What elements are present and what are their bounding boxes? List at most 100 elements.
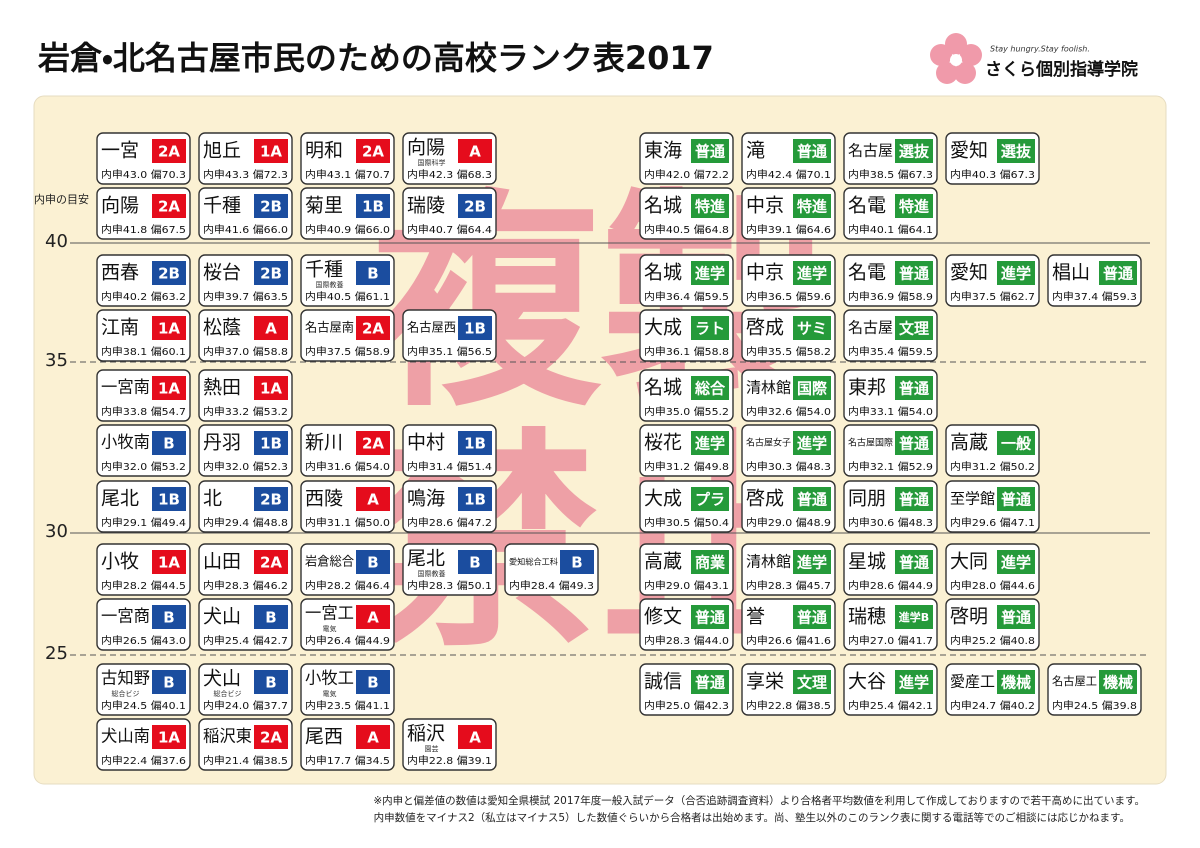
stats: 内申27.0 偏41.7 — [848, 634, 933, 647]
badge-box — [895, 431, 933, 455]
badge: A — [469, 143, 481, 161]
stats: 内申35.0 偏55.2 — [644, 405, 729, 418]
badge-box — [793, 431, 831, 455]
rule-label: 30 — [45, 521, 68, 542]
badge: B — [265, 609, 276, 627]
badge: 1B — [362, 198, 384, 216]
badge-box — [1099, 670, 1137, 694]
school-name: 菊里 — [305, 195, 343, 217]
badge: 1A — [158, 554, 180, 572]
school-name: 一宮工 — [305, 604, 354, 623]
school-name: 誉 — [746, 606, 765, 628]
stats: 内申28.2 偏46.4 — [305, 579, 390, 592]
badge: 特進 — [797, 198, 827, 216]
badge-box — [254, 316, 288, 340]
stats: 内申40.5 偏64.8 — [644, 223, 729, 236]
school-name: 一宮 — [101, 140, 139, 162]
rule-label: 35 — [45, 350, 68, 371]
stats: 内申22.8 偏39.1 — [407, 754, 492, 767]
school-name: 古知野 — [101, 669, 150, 688]
badge: 特進 — [695, 198, 725, 216]
school-name: 稲沢東 — [203, 727, 252, 746]
stats: 内申28.6 偏44.9 — [848, 579, 933, 592]
school-name: 西春 — [101, 262, 139, 284]
badge-box — [458, 550, 492, 574]
school-name: 星城 — [848, 551, 886, 573]
badge: 普通 — [797, 609, 828, 627]
badge-box — [458, 431, 492, 455]
badge: 2B — [158, 265, 180, 283]
stats: 内申37.0 偏58.8 — [203, 345, 288, 358]
badge: 普通 — [695, 143, 726, 161]
badge-box — [691, 431, 729, 455]
stats: 内申43.3 偏72.3 — [203, 168, 288, 181]
school-name: 誠信 — [644, 671, 682, 693]
badge: 1A — [158, 320, 180, 338]
badge-box — [793, 194, 831, 218]
badge: 1A — [158, 380, 180, 398]
badge: 普通 — [899, 554, 930, 572]
footnote: 内申数値をマイナス2（私立はマイナス5）した数値ぐらいから合格者は出始めます。尚… — [374, 811, 1130, 824]
badge: 1B — [158, 491, 180, 509]
stats: 内申25.2 偏40.8 — [950, 634, 1035, 647]
badge: 一般 — [1001, 435, 1032, 453]
badge: 2A — [260, 729, 282, 747]
stats: 内申36.9 偏58.9 — [848, 290, 933, 303]
stats: 内申32.0 偏52.3 — [203, 460, 288, 473]
badge: ラト — [695, 320, 725, 338]
stats: 内申29.1 偏49.4 — [101, 516, 186, 529]
stats: 内申37.5 偏58.9 — [305, 345, 390, 358]
logo-flower — [930, 33, 982, 84]
badge-box — [254, 605, 288, 629]
badge: 文理 — [899, 320, 929, 338]
axis-label: 内申の目安 — [34, 192, 89, 206]
badge-box — [895, 139, 933, 163]
badge: サミ — [797, 320, 827, 338]
stats: 内申21.4 偏38.5 — [203, 754, 288, 767]
badge-box — [1099, 261, 1137, 285]
badge-box — [356, 194, 390, 218]
badge: 進学 — [1001, 265, 1031, 283]
school-name: 名古屋南 — [305, 320, 354, 335]
school-name: 名古屋女子 — [746, 437, 791, 449]
course-label: 国際教養 — [316, 280, 344, 289]
badge-box — [356, 487, 390, 511]
badge-box — [691, 139, 729, 163]
badge-box — [152, 376, 186, 400]
school-name: 稲沢 — [407, 723, 445, 745]
badge: 1B — [464, 491, 486, 509]
stats: 内申36.5 偏59.6 — [746, 290, 831, 303]
badge: B — [367, 554, 378, 572]
stats: 内申36.1 偏58.8 — [644, 345, 729, 358]
school-name: 小牧工 — [305, 669, 354, 688]
badge: 普通 — [1001, 491, 1032, 509]
badge: 2B — [464, 198, 486, 216]
badge: 進学 — [797, 435, 827, 453]
stats: 内申25.4 偏42.7 — [203, 634, 288, 647]
stats: 内申35.5 偏58.2 — [746, 345, 831, 358]
stats: 内申39.1 偏64.6 — [746, 223, 831, 236]
course-label: 総合ビジ — [112, 689, 140, 698]
badge-box — [152, 725, 186, 749]
badge-box — [895, 487, 933, 511]
